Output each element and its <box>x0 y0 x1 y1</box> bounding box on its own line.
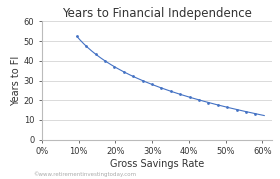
X-axis label: Gross Savings Rate: Gross Savings Rate <box>110 159 204 169</box>
Text: ©www.retirementinvestingtoday.com: ©www.retirementinvestingtoday.com <box>34 171 137 177</box>
Y-axis label: Years to FI: Years to FI <box>11 55 21 106</box>
Title: Years to Financial Independence: Years to Financial Independence <box>62 7 252 20</box>
